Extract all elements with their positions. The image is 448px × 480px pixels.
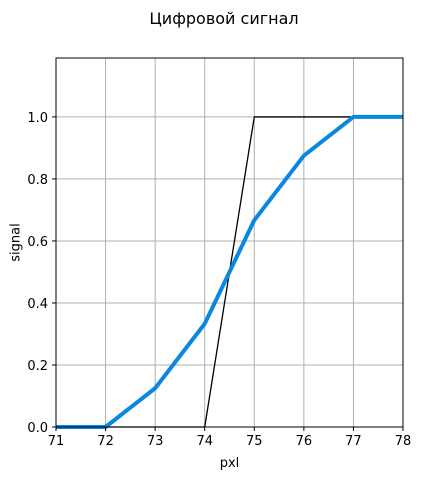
x-axis: 71 72 73 74 75 76 77 78 <box>48 427 412 449</box>
y-axis: 0.0 0.2 0.4 0.6 0.8 1.0 <box>27 111 56 436</box>
x-tick-label: 75 <box>246 434 263 449</box>
x-tick-label: 74 <box>196 434 213 449</box>
y-tick-label: 0.0 <box>27 421 48 436</box>
x-tick-label: 77 <box>345 434 362 449</box>
y-tick-label: 0.6 <box>27 235 48 250</box>
chart-title: Цифровой сигнал <box>149 9 298 28</box>
x-axis-title: pxl <box>220 456 240 471</box>
x-tick-label: 73 <box>147 434 164 449</box>
x-tick-label: 78 <box>395 434 412 449</box>
x-tick-label: 72 <box>97 434 114 449</box>
y-axis-title: signal <box>9 223 24 261</box>
series-layer <box>56 114 403 429</box>
grid <box>55 58 404 428</box>
x-tick-label: 71 <box>48 434 65 449</box>
y-tick-label: 1.0 <box>27 111 48 126</box>
series-line-2 <box>56 114 403 429</box>
y-tick-label: 0.2 <box>27 359 48 374</box>
y-tick-label: 0.8 <box>27 173 48 188</box>
y-tick-label: 0.4 <box>27 297 48 312</box>
x-tick-label: 76 <box>296 434 313 449</box>
plot-frame <box>55 57 404 428</box>
